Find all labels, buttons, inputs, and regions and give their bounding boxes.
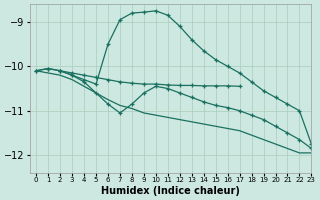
X-axis label: Humidex (Indice chaleur): Humidex (Indice chaleur) xyxy=(101,186,240,196)
